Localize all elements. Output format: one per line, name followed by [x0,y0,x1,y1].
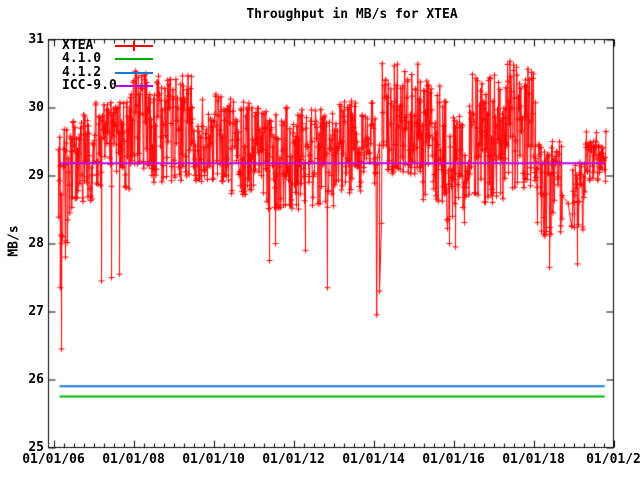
x-tick-label-2006: 01/01/06 [22,452,85,467]
y-tick-label-27: 27 [28,303,44,319]
x-tick-label-2012: 01/01/12 [262,452,325,467]
legend-label-4-1-0: 4.1.0 [62,51,102,66]
x-tick-label-2020: 01/01/2 [586,452,640,467]
y-tick-label-25: 25 [28,439,44,455]
y-tick-label-26: 26 [28,371,44,387]
legend-label-xtea: XTEA [62,37,94,53]
x-tick-label-2018: 01/01/18 [502,452,565,467]
x-tick-label-2010: 01/01/10 [182,452,245,467]
y-tick-label-31: 31 [28,31,44,47]
legend-line-sample-icc-9-0 [115,85,153,87]
legend-label-icc-9-0: ICC-9.0 [62,78,117,93]
legend-plus-marker [129,44,139,47]
chart-title: Throughput in MB/s for XTEA [246,7,458,22]
x-tick-label-2014: 01/01/14 [342,452,405,467]
x-tick-label-2008: 01/01/08 [102,452,165,467]
y-tick-label-28: 28 [28,235,44,251]
legend-line-sample-4-1-0 [115,58,153,60]
y-tick-label-30: 30 [28,99,44,115]
x-tick-label-2016: 01/01/16 [422,452,485,467]
legend-label-4-1-2: 4.1.2 [62,64,102,80]
legend-line-sample-4-1-2 [115,71,153,74]
y-tick-label-29: 29 [28,167,44,183]
